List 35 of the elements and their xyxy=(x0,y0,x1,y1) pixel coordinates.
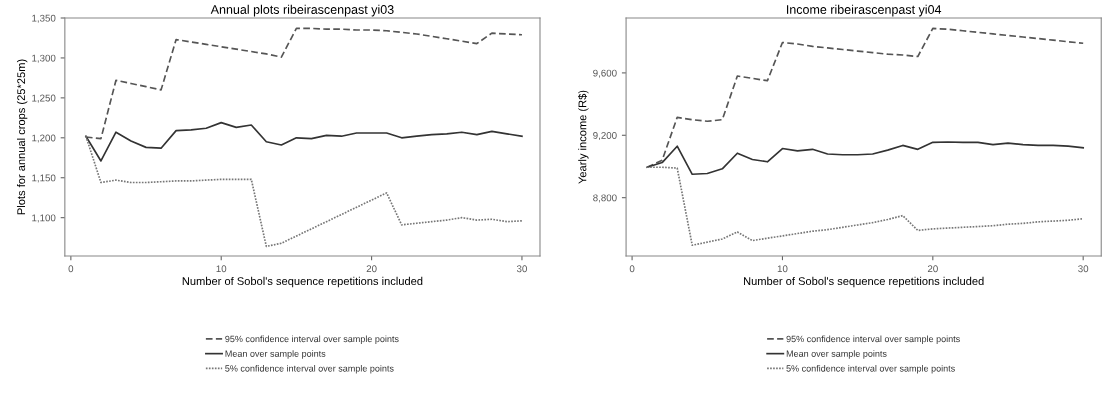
legend-label: 5% confidence interval over sample points xyxy=(225,365,394,374)
x-tick-label: 10 xyxy=(777,265,788,273)
line-series xyxy=(85,121,523,162)
legend-label: Mean over sample points xyxy=(786,350,887,359)
x-axis-title: Number of Sobol's sequence repetitions included xyxy=(744,276,984,288)
x-tick-label: 30 xyxy=(516,265,527,273)
legend-label: 5% confidence interval over sample points xyxy=(786,365,955,374)
y-tick-label: 9,600 xyxy=(593,69,617,78)
y-tick-label: 9,200 xyxy=(593,132,617,141)
y-axis-title: Plots for annual crops (25*25m) xyxy=(16,59,28,215)
line-series xyxy=(646,166,1085,247)
line-series xyxy=(646,141,1085,176)
y-tick-label: 1,150 xyxy=(32,174,56,183)
y-tick-label: 8,800 xyxy=(593,194,617,203)
y-axis-title: Yearly income (R$) xyxy=(578,90,589,184)
y-tick-label: 1,350 xyxy=(32,14,56,23)
legend-label: 95% confidence interval over sample points xyxy=(225,335,399,344)
line-series xyxy=(85,27,523,140)
chart-title: Annual plots ribeirascenpast yi03 xyxy=(210,4,394,17)
x-tick-label: 0 xyxy=(629,265,635,273)
chart-title: Income ribeirascenpast yi04 xyxy=(787,4,942,17)
x-tick-label: 0 xyxy=(68,265,74,273)
x-tick-label: 10 xyxy=(216,265,227,273)
legend-label: 95% confidence interval over sample points xyxy=(786,335,960,344)
y-tick-label: 1,200 xyxy=(32,134,56,143)
y-tick-label: 1,250 xyxy=(32,94,56,103)
x-tick-label: 30 xyxy=(1078,265,1089,273)
x-axis-title: Number of Sobol's sequence repetitions included xyxy=(182,276,423,288)
x-tick-label: 20 xyxy=(366,265,377,273)
legend-label: Mean over sample points xyxy=(225,350,326,359)
y-tick-label: 1,300 xyxy=(32,54,56,63)
y-tick-label: 1,100 xyxy=(32,214,56,223)
x-tick-label: 20 xyxy=(927,265,938,273)
line-series xyxy=(646,27,1085,169)
line-series xyxy=(85,135,523,248)
